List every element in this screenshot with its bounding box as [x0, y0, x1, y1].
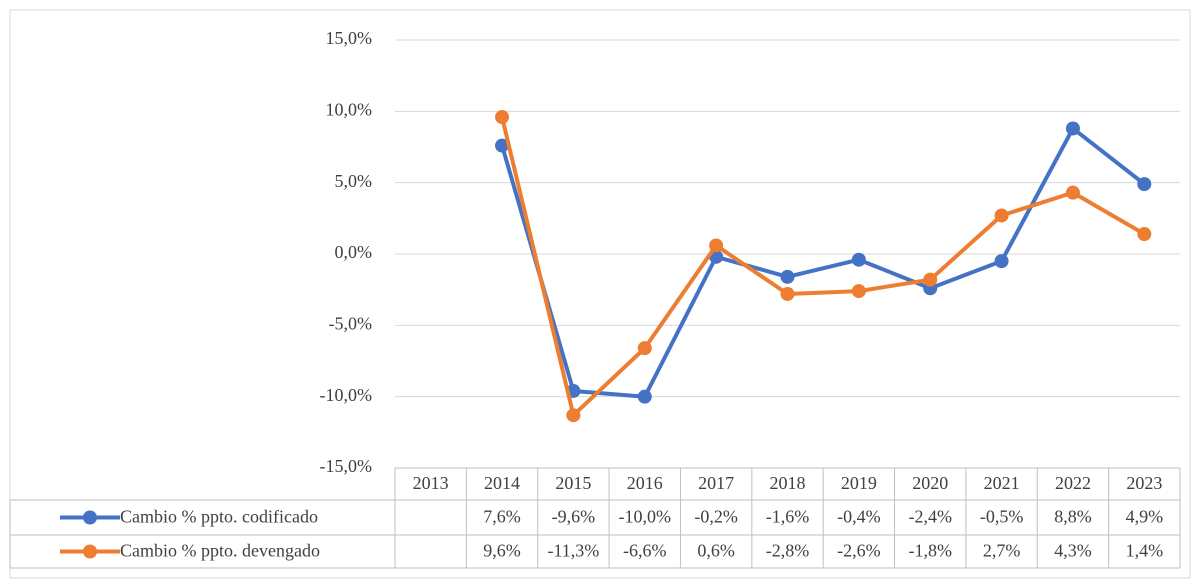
x-tick-label: 2014	[484, 473, 520, 493]
y-tick-label: 15,0%	[326, 28, 373, 48]
table-cell: -11,3%	[547, 541, 599, 561]
legend-label: Cambio % ppto. devengado	[120, 541, 320, 561]
marker	[1065, 185, 1080, 200]
table-cell: 4,3%	[1054, 541, 1092, 561]
x-tick-label: 2013	[413, 473, 449, 493]
y-tick-label: 10,0%	[326, 99, 373, 119]
table-cell: -2,4%	[908, 507, 952, 527]
marker	[637, 341, 652, 356]
x-tick-label: 2019	[841, 473, 877, 493]
x-tick-label: 2023	[1126, 473, 1162, 493]
marker	[637, 389, 652, 404]
table-cell: -0,2%	[694, 507, 738, 527]
table-cell: -2,6%	[837, 541, 881, 561]
table-cell: -9,6%	[552, 507, 596, 527]
y-tick-label: 0,0%	[335, 242, 373, 262]
x-tick-label: 2020	[912, 473, 948, 493]
legend-marker	[83, 510, 97, 525]
y-tick-label: 5,0%	[335, 171, 373, 191]
table-cell: 4,9%	[1126, 507, 1164, 527]
series-line	[500, 116, 1146, 418]
marker	[495, 110, 510, 125]
marker	[495, 138, 510, 153]
table-cell: 9,6%	[483, 541, 521, 561]
marker	[566, 408, 581, 423]
legend-label: Cambio % ppto. codificado	[120, 507, 318, 527]
table-cell: -1,6%	[766, 507, 810, 527]
x-tick-label: 2017	[698, 473, 734, 493]
marker	[1065, 121, 1080, 136]
table-cell: -0,5%	[980, 507, 1024, 527]
marker	[851, 284, 866, 299]
series-line	[500, 126, 1146, 399]
chart-frame	[9, 9, 1191, 579]
x-tick-label: 2022	[1055, 473, 1091, 493]
table-cell: 7,6%	[483, 507, 521, 527]
marker	[923, 272, 938, 287]
marker	[780, 286, 795, 301]
table-cell: 2,7%	[983, 541, 1021, 561]
table-cell: 8,8%	[1054, 507, 1092, 527]
marker	[994, 254, 1009, 269]
table-cell: 1,4%	[1126, 541, 1164, 561]
marker	[994, 208, 1009, 223]
marker	[851, 252, 866, 267]
y-tick-label: -15,0%	[320, 456, 373, 476]
legend-marker	[83, 544, 97, 559]
x-tick-label: 2021	[984, 473, 1020, 493]
y-tick-label: -5,0%	[329, 313, 373, 333]
table-cell: -6,6%	[623, 541, 667, 561]
marker	[1137, 227, 1152, 242]
marker	[709, 238, 724, 253]
x-tick-label: 2016	[627, 473, 663, 493]
x-tick-label: 2018	[770, 473, 806, 493]
y-tick-label: -10,0%	[320, 385, 373, 405]
x-tick-label: 2015	[555, 473, 591, 493]
table-cell: 0,6%	[697, 541, 735, 561]
table-cell: -0,4%	[837, 507, 881, 527]
table-cell: -1,8%	[908, 541, 952, 561]
marker	[780, 269, 795, 284]
marker	[1137, 177, 1152, 192]
table-cell: -2,8%	[766, 541, 810, 561]
table-cell: -10,0%	[619, 507, 672, 527]
